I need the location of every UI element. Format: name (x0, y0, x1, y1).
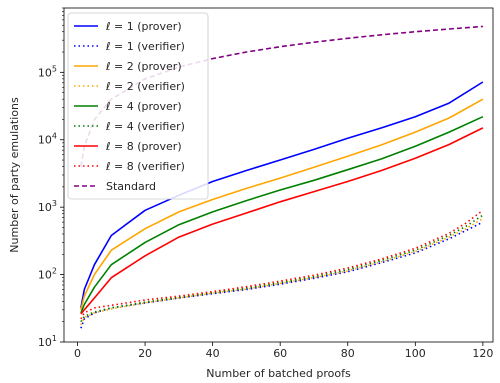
y-tick-label: 101 (38, 334, 57, 349)
series-line-7 (80, 209, 484, 320)
x-tick-label: 120 (472, 347, 493, 360)
series-line-6 (80, 127, 484, 315)
y-tick-label: 104 (38, 132, 57, 147)
x-tick-label: 80 (341, 347, 355, 360)
series-line-1 (80, 221, 484, 329)
legend-box (67, 12, 209, 200)
y-tick-label: 105 (38, 64, 57, 79)
x-axis-label: Number of batched proofs (206, 367, 351, 380)
series-line-0 (80, 81, 484, 309)
x-tick-label: 0 (74, 347, 81, 360)
x-tick-label: 40 (206, 347, 220, 360)
series-line-4 (80, 115, 484, 314)
y-tick-label: 103 (38, 199, 57, 214)
series-line-2 (80, 98, 484, 310)
x-tick-label: 20 (138, 347, 152, 360)
legend-label: Standard (106, 180, 156, 193)
legend-label: ℓ = 8 (verifier) (105, 160, 185, 173)
legend-label: ℓ = 2 (prover) (105, 60, 182, 73)
x-tick-label: 100 (405, 347, 426, 360)
legend-label: ℓ = 4 (prover) (105, 100, 182, 113)
series-line-3 (80, 217, 484, 326)
legend-label: ℓ = 4 (verifier) (105, 120, 185, 133)
legend-label: ℓ = 1 (verifier) (105, 40, 185, 53)
y-tick-label: 102 (38, 267, 57, 282)
x-axis-ticks: 0 20 40 60 80 100 120 (74, 342, 493, 360)
x-tick-label: 60 (273, 347, 287, 360)
legend: ℓ = 1 (prover) ℓ = 1 (verifier) ℓ = 2 (pro… (67, 12, 209, 200)
legend-label: ℓ = 2 (verifier) (105, 80, 185, 93)
legend-label: ℓ = 1 (prover) (105, 20, 182, 33)
legend-label: ℓ = 8 (prover) (105, 140, 182, 153)
y-axis-ticks: 101 102 103 104 105 (38, 7, 64, 349)
y-axis-label: Number of party emulations (8, 97, 21, 253)
